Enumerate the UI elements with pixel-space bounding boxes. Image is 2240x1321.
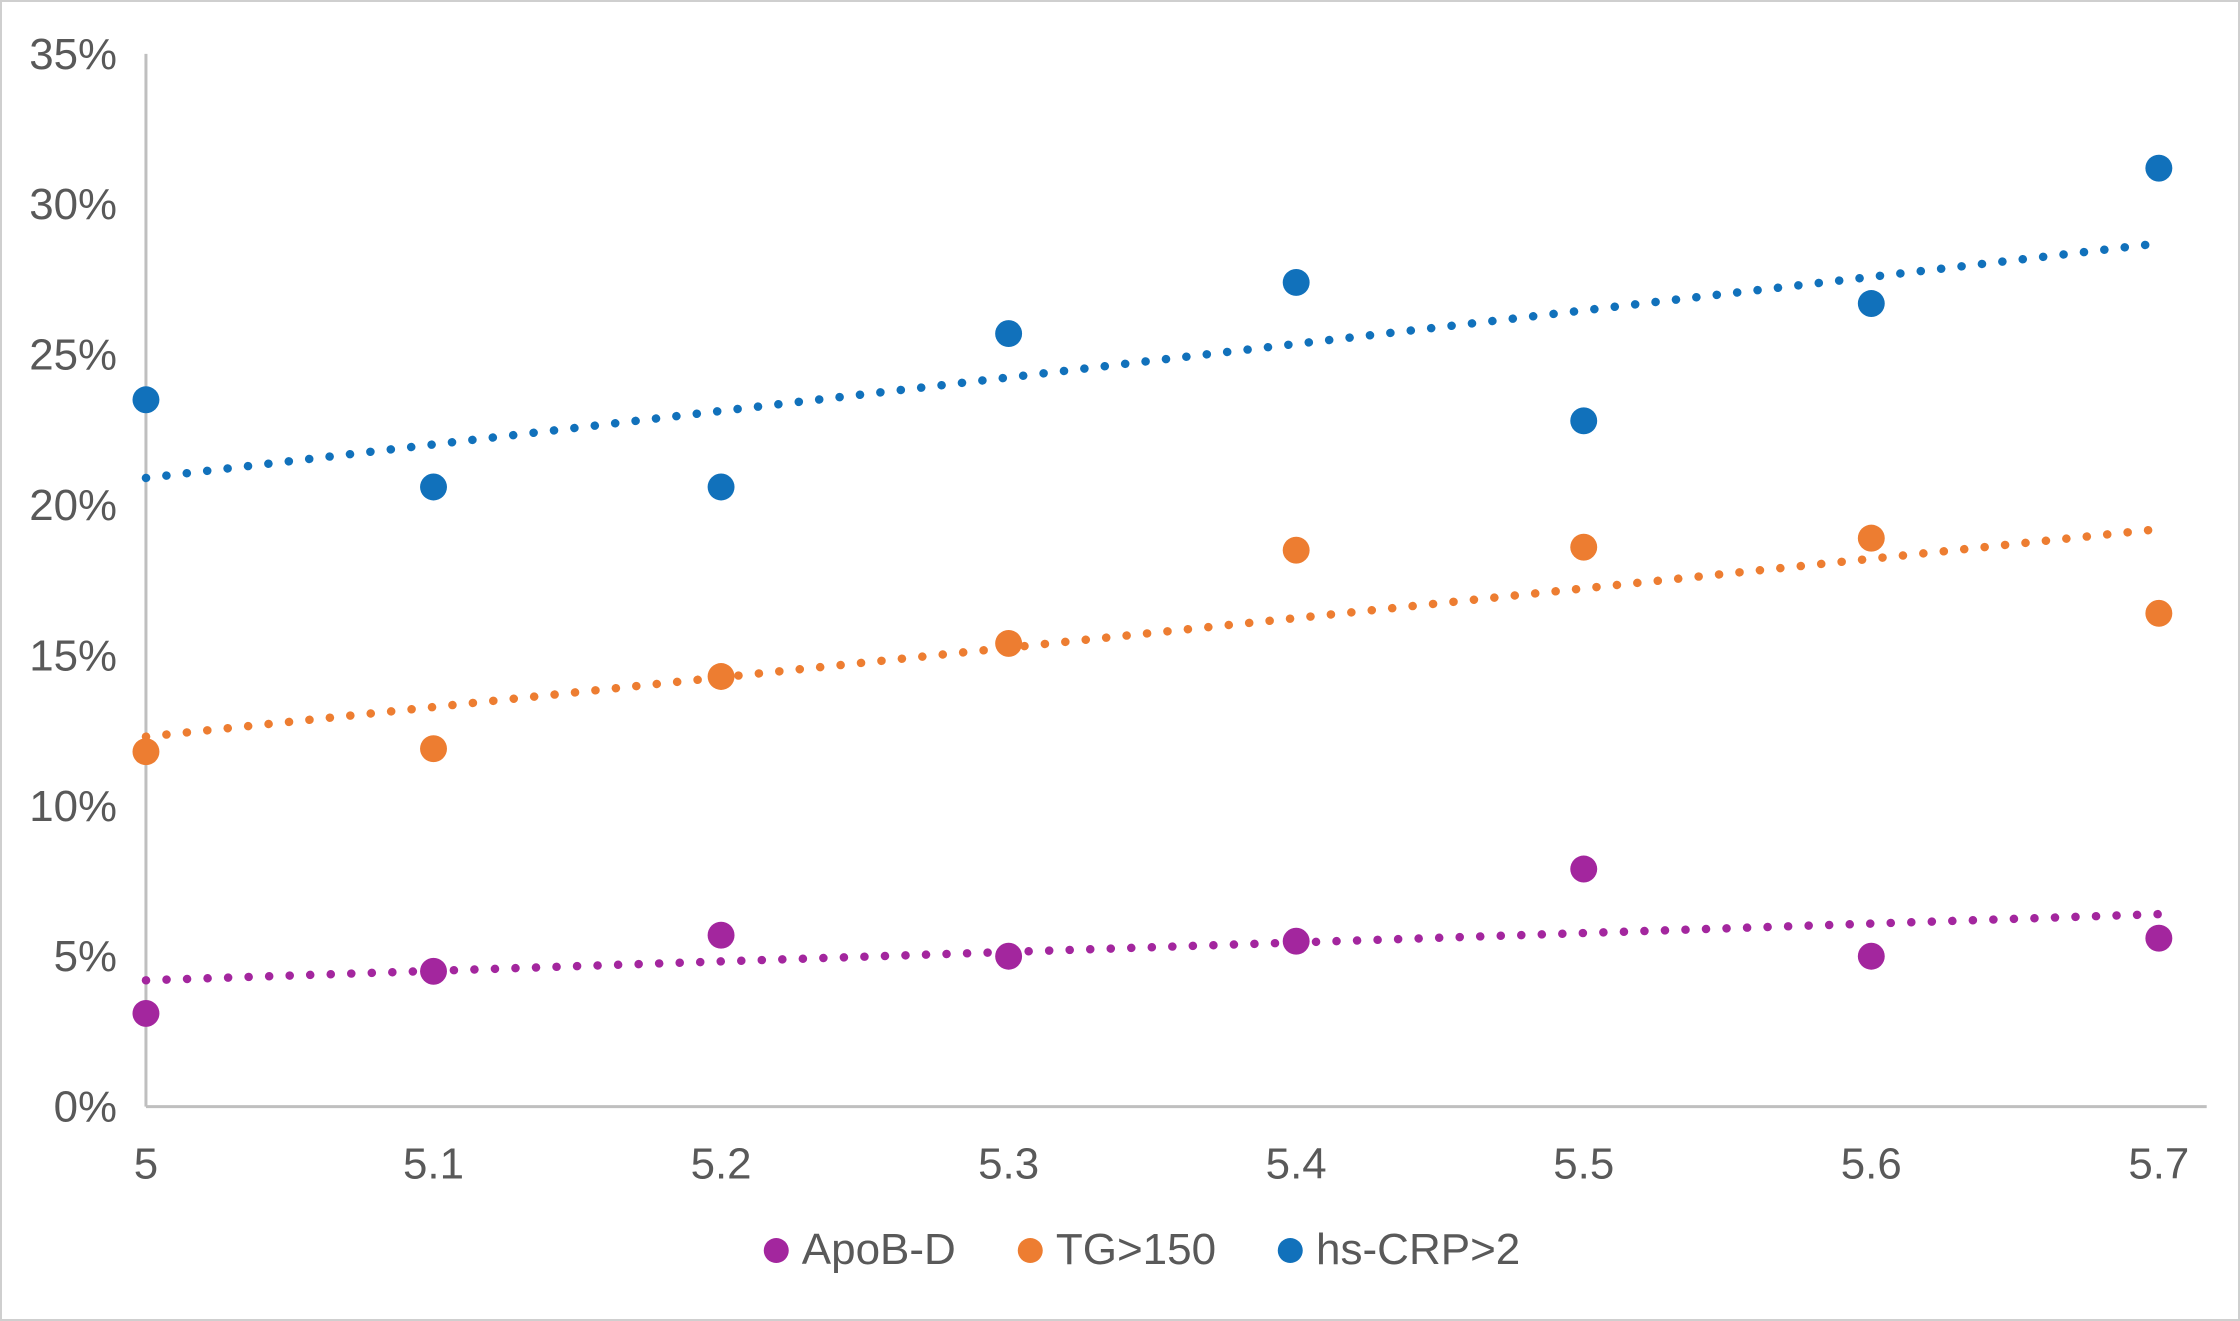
- data-point-apob-d: [2145, 924, 2173, 952]
- data-point-apob-d: [132, 999, 160, 1027]
- x-axis-tick-label: 5.2: [691, 1139, 752, 1188]
- data-point-apob-d: [995, 942, 1023, 970]
- x-axis-tick-label: 5: [134, 1139, 158, 1188]
- x-axis-tick-label: 5.1: [403, 1139, 464, 1188]
- data-point-apob-d: [1570, 855, 1598, 883]
- y-axis-tick-label: 10%: [29, 782, 117, 831]
- data-point-tg-150: [707, 663, 735, 690]
- data-point-tg-150: [2145, 599, 2173, 627]
- legend-item-hscrp2: hs-CRP>2: [1278, 1228, 1520, 1272]
- legend-item-tg150: TG>150: [1017, 1225, 1217, 1274]
- x-axis-tick-label: 5.4: [1266, 1139, 1327, 1188]
- y-axis-tick-label: 25%: [29, 331, 117, 380]
- trendline-tg-150: [141, 524, 2164, 741]
- y-axis-tick-label: 0%: [54, 1083, 117, 1132]
- data-point-hs-crp-2: [707, 473, 735, 501]
- legend-item-apob-d: ApoB-D: [763, 1225, 956, 1274]
- y-axis-tick-label: 15%: [29, 631, 117, 680]
- x-axis-tick-label: 5.6: [1841, 1139, 1902, 1188]
- legend-marker-icon: [763, 1237, 789, 1263]
- y-axis-tick-label: 30%: [29, 180, 117, 229]
- data-point-hs-crp-2: [420, 473, 447, 501]
- legend-marker-icon: [1017, 1237, 1043, 1263]
- data-point-tg-150: [420, 735, 447, 763]
- data-point-hs-crp-2: [2145, 154, 2173, 182]
- data-point-hs-crp-2: [132, 386, 160, 414]
- legend-marker-icon: [1278, 1237, 1304, 1263]
- trendline-hs-crp-2: [141, 239, 2164, 483]
- chart-legend: ApoB-D TG>150 hs-CRP>2: [763, 1225, 1520, 1274]
- data-point-tg-150: [1857, 524, 1885, 552]
- data-point-apob-d: [420, 957, 447, 985]
- trendline-apob-d: [141, 909, 2164, 985]
- legend-label: TG>150: [1055, 1225, 1217, 1274]
- data-point-apob-d: [1857, 942, 1885, 970]
- data-point-tg-150: [1570, 533, 1598, 561]
- x-axis-tick-label: 5.5: [1553, 1139, 1614, 1188]
- x-axis-tick-label: 5.7: [2128, 1139, 2189, 1188]
- data-point-hs-crp-2: [1570, 407, 1598, 435]
- data-point-tg-150: [132, 738, 160, 766]
- data-point-tg-150: [995, 629, 1023, 657]
- data-point-tg-150: [1282, 536, 1310, 564]
- y-axis-tick-label: 35%: [29, 30, 117, 79]
- legend-label: ApoB-D: [801, 1225, 956, 1274]
- data-point-hs-crp-2: [1857, 290, 1885, 317]
- data-point-hs-crp-2: [1282, 268, 1310, 296]
- x-axis-tick-label: 5.3: [978, 1139, 1039, 1188]
- data-point-apob-d: [1282, 927, 1310, 955]
- y-axis-tick-label: 5%: [54, 932, 117, 981]
- data-point-apob-d: [707, 921, 735, 949]
- data-point-hs-crp-2: [995, 320, 1023, 348]
- y-axis-tick-label: 20%: [29, 481, 117, 530]
- legend-label: hs-CRP>2: [1316, 1225, 1521, 1274]
